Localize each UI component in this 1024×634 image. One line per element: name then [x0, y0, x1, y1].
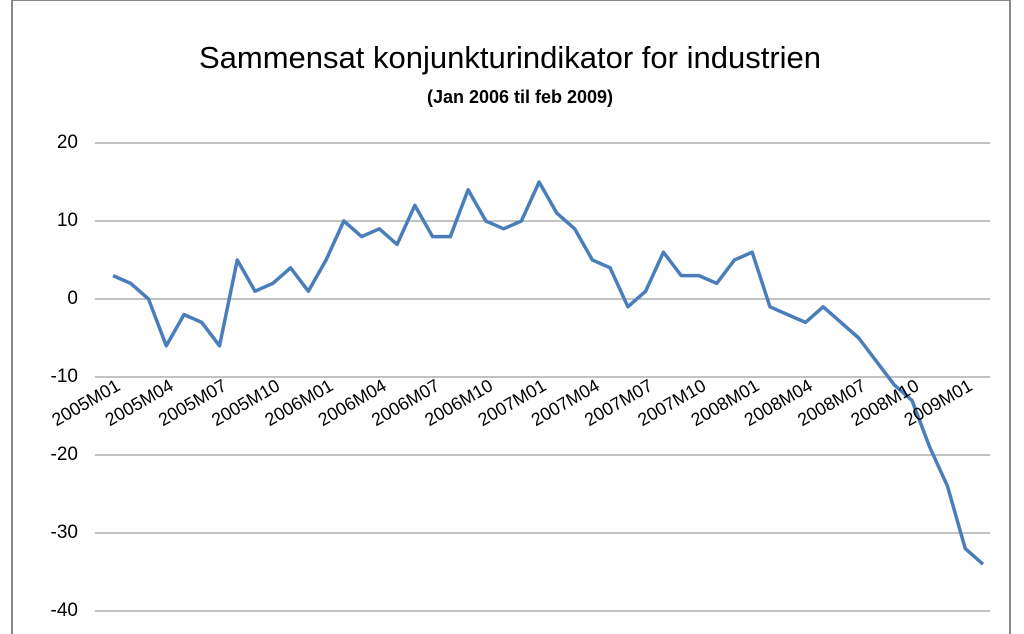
y-tick-label: 0	[67, 288, 78, 309]
y-tick-label: 20	[57, 132, 78, 153]
chart-title: Sammensat konjunkturindikator for indust…	[199, 40, 821, 75]
y-tick-label: 10	[57, 210, 78, 231]
chart-subtitle: (Jan 2006 til feb 2009)	[427, 87, 613, 107]
y-tick-label: -20	[51, 444, 78, 465]
y-tick-label: -40	[51, 600, 78, 621]
data-line	[112, 180, 985, 566]
y-tick-label: -10	[51, 366, 78, 387]
y-tick-label: -30	[51, 522, 78, 543]
chart-frame	[11, 0, 1011, 634]
